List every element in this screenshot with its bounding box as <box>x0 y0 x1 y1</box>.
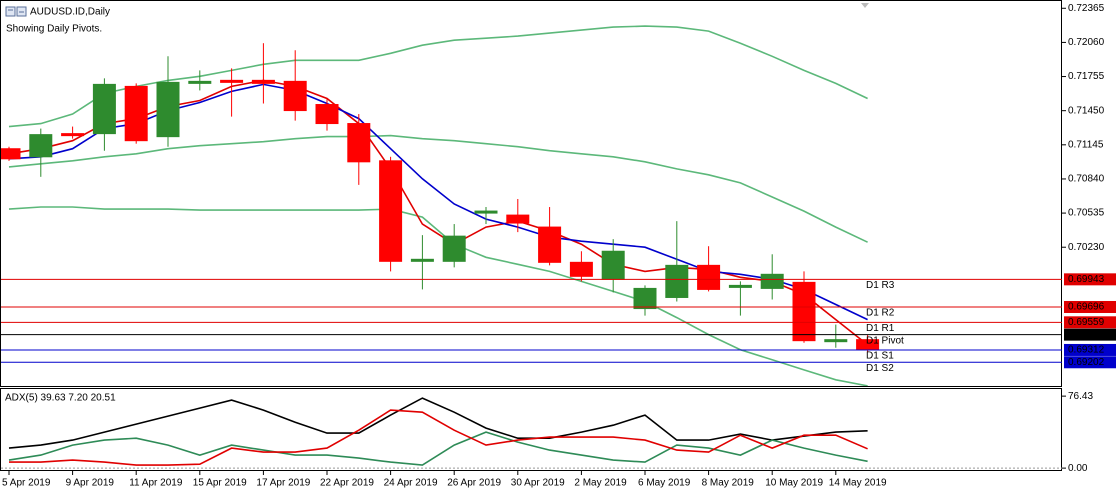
candle-body <box>824 339 848 343</box>
indicator-title: ADX(5) 39.63 7.20 20.51 <box>5 393 116 404</box>
x-tick-label: 9 Apr 2019 <box>66 478 115 489</box>
candle-body <box>315 104 339 125</box>
indicator-line <box>8 134 868 243</box>
pivot-label: D1 S2 <box>866 363 894 374</box>
y-tick-label: 76.43 <box>1068 391 1093 402</box>
candle-body <box>728 284 752 288</box>
adx-panel <box>0 388 1062 471</box>
price-label: 0.69943 <box>1068 274 1105 285</box>
price-label: 0.69696 <box>1068 302 1105 313</box>
candle-body <box>792 281 816 342</box>
candle-body <box>92 83 116 135</box>
x-tick-label: 11 Apr 2019 <box>129 478 183 489</box>
x-tick-label: 6 May 2019 <box>638 478 691 489</box>
x-tick-label: 24 Apr 2019 <box>384 478 438 489</box>
chart-title: AUDUSD.ID,Daily <box>30 7 110 18</box>
candle-body <box>442 235 466 262</box>
price-label: 0.69559 <box>1068 317 1105 328</box>
y-tick-label: 0.71145 <box>1068 139 1104 150</box>
y-tick-label: 0.70535 <box>1068 208 1105 219</box>
price-label: 0.69312 <box>1068 345 1105 356</box>
price-label: 0.69202 <box>1068 357 1105 368</box>
symbol-icon <box>5 6 27 17</box>
candle-body <box>156 81 180 138</box>
candle-body <box>538 226 562 263</box>
price-label-box <box>1064 300 1116 313</box>
price-label-box <box>1064 328 1116 341</box>
pivot-label: D1 R1 <box>866 323 895 334</box>
candle-body <box>29 134 53 158</box>
candle-body <box>633 287 657 310</box>
x-tick-label: 17 Apr 2019 <box>256 478 310 489</box>
candle-body <box>601 250 625 280</box>
candle-body <box>410 258 434 262</box>
y-tick-label: 0.71450 <box>1068 105 1105 116</box>
candle-body <box>379 160 403 262</box>
indicator-line <box>8 397 868 449</box>
candle-body <box>569 261 593 277</box>
pivot-label: D1 Pivot <box>866 335 904 346</box>
pivot-label: D1 S1 <box>866 351 894 362</box>
candle-body <box>506 214 530 224</box>
price-label-box <box>1064 343 1116 356</box>
candle-body <box>474 210 498 214</box>
candle-body <box>283 80 307 112</box>
candle-body <box>188 80 212 84</box>
main-panel <box>0 0 1062 387</box>
indicator-line <box>8 431 868 466</box>
shift-marker <box>861 3 869 8</box>
pivot-label: D1 R2 <box>866 308 895 319</box>
x-tick-label: 22 Apr 2019 <box>320 478 374 489</box>
y-tick-label: 0.71755 <box>1068 71 1105 82</box>
y-tick-label: 0.00 <box>1068 463 1088 474</box>
y-tick-label: 0.70840 <box>1068 174 1105 185</box>
chart-subtitle: Showing Daily Pivots. <box>6 24 102 35</box>
x-tick-label: 15 Apr 2019 <box>193 478 247 489</box>
candle-body <box>665 264 689 298</box>
x-tick-label: 5 Apr 2019 <box>2 478 51 489</box>
y-tick-label: 0.70230 <box>1068 242 1105 253</box>
candle-body <box>697 264 721 290</box>
candle-body <box>124 85 148 142</box>
candle-body <box>760 273 784 289</box>
price-label-box <box>1064 356 1116 369</box>
candle-body <box>61 133 85 137</box>
y-tick-label: 0.72060 <box>1068 37 1105 48</box>
indicator-line <box>8 206 868 386</box>
y-tick-label: 0.72365 <box>1068 3 1105 14</box>
candle-body <box>220 79 244 83</box>
candle-body <box>1 148 21 160</box>
price-label: 0.69449 <box>1068 329 1105 340</box>
pivot-label: D1 R3 <box>866 280 895 291</box>
indicator-line <box>8 25 868 128</box>
x-tick-label: 10 May 2019 <box>765 478 823 489</box>
x-tick-label: 14 May 2019 <box>829 478 887 489</box>
indicator-line <box>8 83 868 321</box>
candle-body <box>347 123 371 163</box>
candle-body <box>251 79 275 84</box>
price-label-box <box>1064 273 1116 286</box>
x-tick-label: 2 May 2019 <box>574 478 627 489</box>
price-label-box <box>1064 316 1116 329</box>
x-tick-label: 30 Apr 2019 <box>511 478 565 489</box>
x-tick-label: 26 Apr 2019 <box>447 478 501 489</box>
indicator-line <box>9 409 868 466</box>
x-tick-label: 8 May 2019 <box>702 478 755 489</box>
